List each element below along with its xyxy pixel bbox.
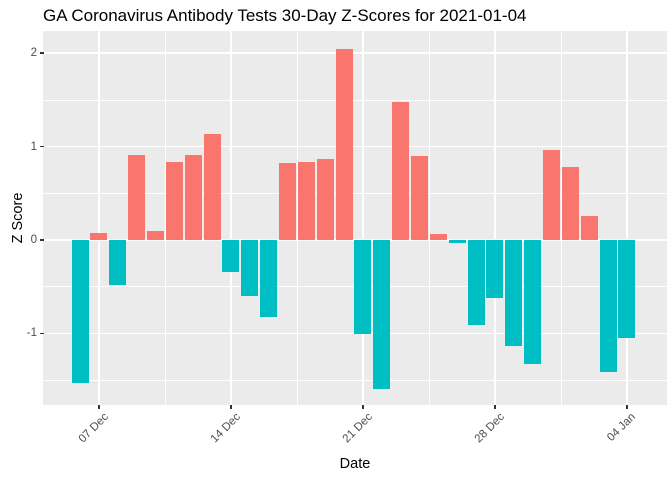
- bar-2020-12-07: [90, 232, 108, 240]
- bar-2020-12-31: [543, 150, 561, 240]
- bar-2020-12-13: [203, 134, 221, 240]
- bar-2020-12-06: [71, 240, 89, 383]
- bar-2020-12-18: [297, 161, 315, 240]
- y-minor-gridline: [43, 99, 667, 101]
- y-minor-gridline: [43, 192, 667, 194]
- y-major-gridline: [43, 52, 667, 54]
- bar-2021-01-01: [561, 167, 579, 240]
- bar-2021-01-04: [618, 240, 636, 339]
- bar-2020-12-24: [411, 155, 429, 240]
- x-tick-mark: [98, 405, 100, 409]
- x-minor-gridline: [296, 31, 298, 405]
- x-major-gridline: [230, 31, 232, 405]
- x-major-gridline: [362, 31, 364, 405]
- y-tick-label: 0: [30, 234, 37, 246]
- bar-2020-12-26: [448, 240, 466, 243]
- y-tick-mark: [39, 239, 44, 241]
- bar-2020-12-19: [316, 158, 334, 240]
- y-tick-mark: [39, 52, 44, 54]
- x-tick-mark: [626, 405, 628, 409]
- bar-2020-12-11: [165, 161, 183, 240]
- bar-2021-01-02: [580, 215, 598, 240]
- y-tick-label: 1: [30, 140, 37, 153]
- x-minor-gridline: [428, 31, 430, 405]
- bar-2020-12-30: [524, 240, 542, 365]
- bar-2020-12-16: [260, 240, 278, 317]
- x-tick-label-text: 04 Jan: [605, 411, 639, 444]
- x-major-gridline: [626, 31, 628, 405]
- x-tick-label-text: 28 Dec: [472, 411, 507, 446]
- bar-2021-01-03: [599, 240, 617, 372]
- bar-2020-12-20: [335, 49, 353, 240]
- bar-2020-12-25: [429, 234, 447, 240]
- x-axis-title: Date: [339, 456, 371, 472]
- x-tick-mark: [230, 405, 232, 409]
- bar-2020-12-09: [128, 155, 146, 240]
- bar-2020-12-12: [184, 155, 202, 240]
- x-tick-mark: [362, 405, 364, 409]
- x-tick-label-text: 14 Dec: [208, 411, 243, 446]
- bar-2020-12-23: [392, 101, 410, 240]
- bar-2020-12-22: [373, 240, 391, 390]
- bar-2020-12-14: [222, 240, 240, 272]
- y-tick-label: 2: [30, 47, 37, 60]
- x-minor-gridline: [560, 31, 562, 405]
- bar-2020-12-17: [279, 163, 297, 240]
- x-tick-label-text: 07 Dec: [76, 411, 111, 446]
- bar-2020-12-15: [241, 240, 259, 297]
- bar-2020-12-21: [354, 240, 372, 335]
- chart-title: GA Coronavirus Antibody Tests 30-Day Z-S…: [43, 6, 527, 25]
- bar-2020-12-08: [109, 240, 127, 285]
- x-major-gridline: [494, 31, 496, 405]
- x-tick-label-text: 21 Dec: [340, 411, 375, 446]
- x-major-gridline: [98, 31, 100, 405]
- bar-2020-12-10: [147, 230, 165, 240]
- y-major-gridline: [43, 145, 667, 148]
- x-tick-mark: [494, 405, 496, 409]
- bar-2020-12-28: [486, 240, 504, 298]
- y-tick-mark: [39, 332, 44, 335]
- y-minor-gridline: [43, 379, 667, 381]
- bar-2020-12-29: [505, 240, 523, 346]
- bar-2020-12-27: [467, 240, 485, 325]
- plot-panel: [43, 31, 667, 405]
- x-minor-gridline: [164, 31, 166, 405]
- y-tick-mark: [39, 145, 44, 148]
- y-tick-label: -1: [26, 327, 37, 340]
